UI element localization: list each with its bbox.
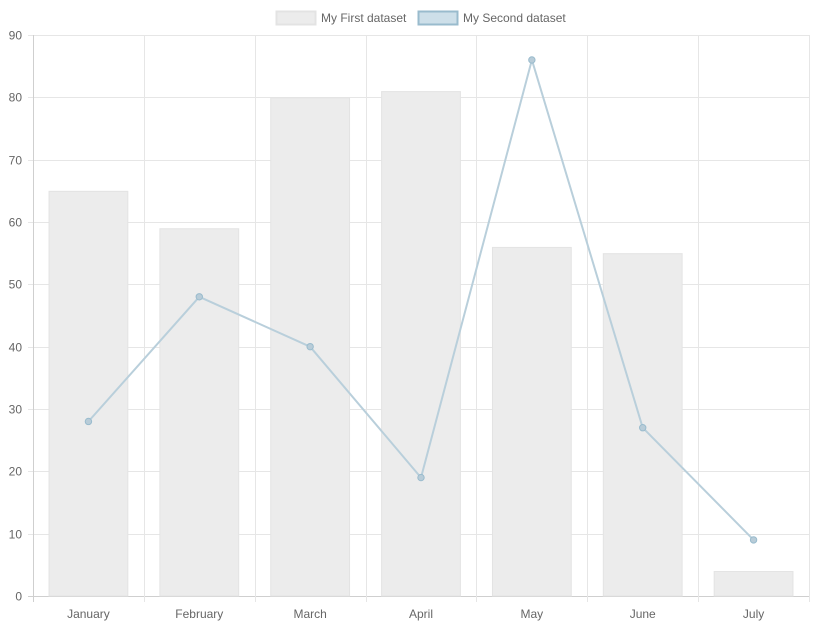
point-april[interactable]: [417, 473, 425, 482]
y-tick-label: 80: [9, 91, 23, 105]
y-tick-label: 60: [9, 216, 23, 230]
point-january[interactable]: [84, 417, 93, 426]
x-tick-label: May: [521, 607, 544, 621]
bar-january: [48, 190, 129, 597]
bar-series: [48, 91, 794, 597]
point-february[interactable]: [195, 293, 203, 301]
legend-label: My Second dataset: [463, 11, 566, 25]
y-tick-label: 50: [9, 278, 23, 292]
bar-april: [381, 91, 461, 597]
y-tick-label: 90: [9, 29, 23, 43]
legend-swatch: [417, 10, 459, 26]
y-tick-label: 40: [9, 341, 23, 355]
point-march[interactable]: [306, 342, 314, 351]
axes: 0 10 20 30 40 50 60 70 80 90 January February March A…: [9, 29, 765, 622]
bar-may: [491, 246, 572, 597]
x-tick-label: July: [743, 607, 764, 621]
legend-swatch: [275, 10, 317, 26]
line-series: [84, 56, 758, 544]
x-tick-label: February: [175, 607, 223, 621]
legend-item-2[interactable]: My Second dataset: [417, 10, 567, 26]
x-tick-label: March: [293, 607, 326, 621]
x-tick-label: June: [630, 607, 656, 621]
point-july[interactable]: [749, 536, 758, 544]
y-tick-label: 10: [9, 528, 23, 542]
legend[interactable]: My First dataset My Second dataset: [275, 10, 567, 26]
y-tick-label: 20: [9, 465, 23, 479]
y-tick-label: 30: [9, 403, 23, 417]
legend-label: My First dataset: [321, 11, 407, 25]
bar-february: [159, 228, 240, 597]
point-june[interactable]: [639, 424, 647, 432]
x-tick-label: April: [409, 607, 433, 621]
point-may[interactable]: [528, 56, 536, 64]
x-tick-label: January: [67, 607, 110, 621]
y-tick-label: 70: [9, 154, 23, 168]
legend-item-1[interactable]: My First dataset: [275, 10, 408, 26]
y-tick-label: 0: [15, 590, 22, 604]
bar-july: [713, 571, 794, 597]
